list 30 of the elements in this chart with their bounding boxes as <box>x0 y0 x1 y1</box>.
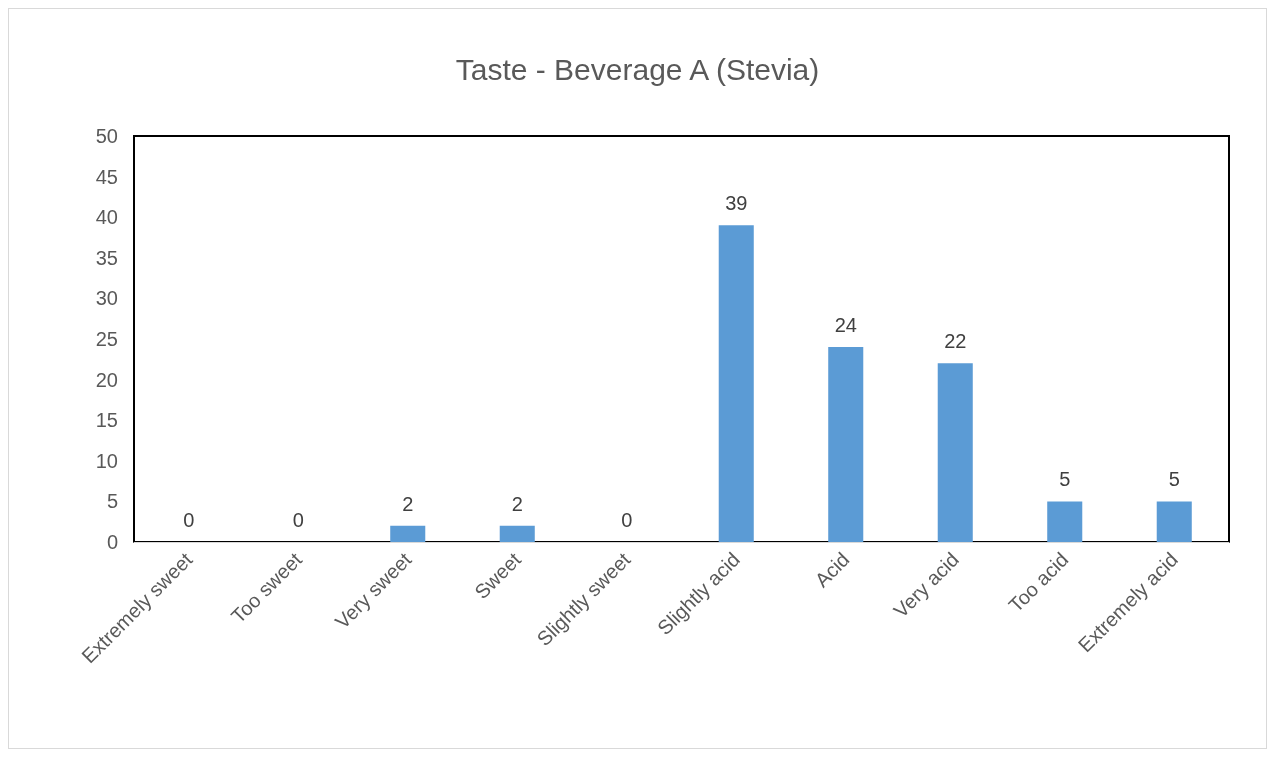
y-tick-label: 15 <box>95 409 118 432</box>
y-tick-label: 35 <box>95 246 118 269</box>
bar <box>499 525 535 542</box>
data-label: 5 <box>1059 468 1071 491</box>
data-label: 0 <box>183 509 195 531</box>
y-tick-label: 45 <box>95 165 118 188</box>
data-label: 39 <box>725 192 748 215</box>
y-tick-label: 50 <box>95 125 118 147</box>
bar <box>1047 501 1083 542</box>
bar <box>828 347 864 542</box>
data-label: 0 <box>621 509 633 531</box>
bar <box>718 225 754 542</box>
data-label: 2 <box>402 492 414 515</box>
bar <box>937 363 973 542</box>
y-tick-label: 5 <box>106 490 118 513</box>
y-tick-label: 10 <box>95 449 118 472</box>
data-label: 2 <box>511 492 523 515</box>
y-tick-label: 40 <box>95 206 118 229</box>
x-tick-label: Very acid <box>889 548 964 622</box>
data-label: 0 <box>292 509 304 531</box>
y-tick-label: 25 <box>95 328 118 350</box>
data-label: 5 <box>1168 468 1180 491</box>
y-tick-label: 20 <box>95 368 118 391</box>
y-tick-label: 30 <box>95 287 118 310</box>
data-label: 24 <box>834 314 857 337</box>
bar <box>390 525 426 542</box>
bar <box>1156 501 1192 542</box>
chart-title: Taste - Beverage A (Stevia) <box>455 52 820 86</box>
data-label: 22 <box>944 330 967 353</box>
y-tick-label: 0 <box>106 531 118 553</box>
